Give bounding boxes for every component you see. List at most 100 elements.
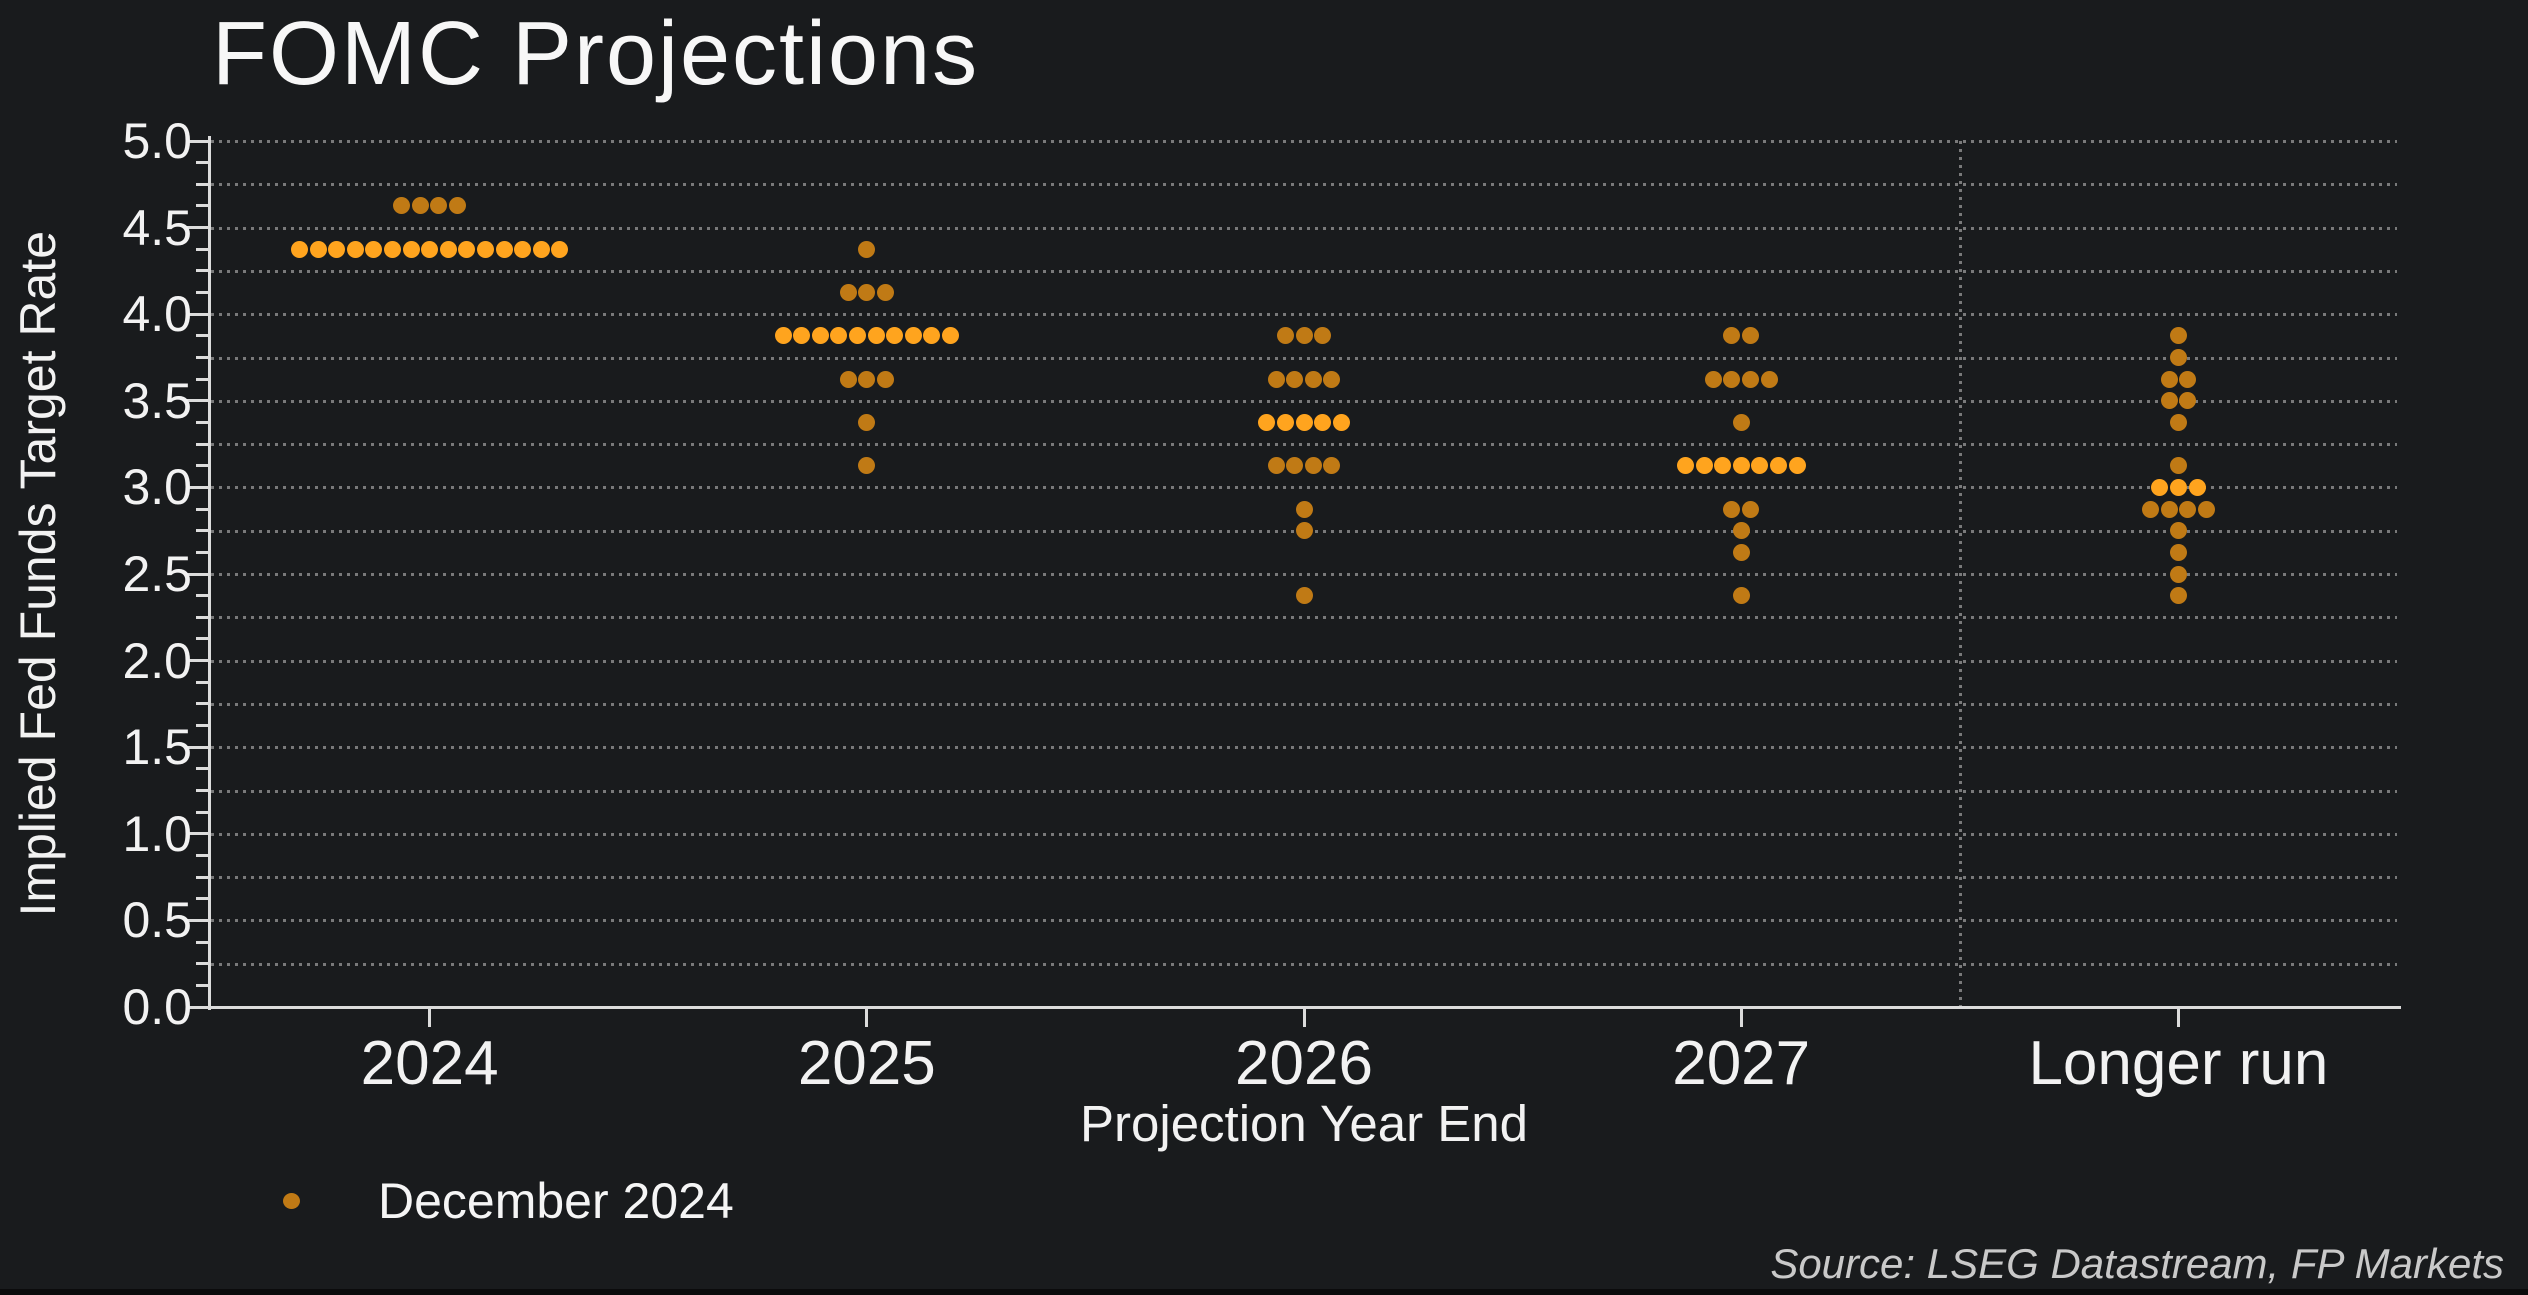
y-tick-major	[186, 139, 208, 143]
y-axis-line	[208, 136, 211, 1010]
projection-dot	[2169, 349, 2187, 366]
projection-dot	[839, 370, 857, 388]
y-tick-label: 2.5	[122, 546, 192, 602]
projection-dot	[1304, 370, 1322, 388]
y-tick-major	[186, 572, 208, 576]
y-tick-major	[186, 659, 208, 663]
y-tick-label: 0.5	[122, 892, 192, 949]
projection-dot	[1732, 457, 1750, 475]
x-tick-label-2026: 2026	[1235, 1029, 1373, 1098]
projection-dot	[1742, 327, 1759, 345]
projection-dot	[2169, 522, 2187, 540]
y-tick-major	[186, 485, 208, 489]
source-note: Source: LSEG Datastream, FP Markets	[1770, 1240, 2504, 1287]
projection-dot	[2169, 543, 2187, 561]
y-tick-major	[186, 1005, 208, 1009]
projection-dot	[346, 240, 364, 258]
projection-dot	[2179, 500, 2197, 518]
projection-dot	[1332, 413, 1350, 431]
gridline-horizontal	[211, 443, 2397, 447]
x-tick-mark	[2176, 1009, 2180, 1027]
y-tick-minor	[196, 897, 208, 901]
projection-dot	[1732, 413, 1750, 431]
projection-dot	[402, 240, 420, 258]
projection-dot	[393, 197, 411, 215]
projection-dot	[858, 457, 876, 475]
y-tick-minor	[196, 875, 208, 879]
projection-dot	[1732, 522, 1750, 540]
projection-dot	[1751, 457, 1769, 475]
projection-dot	[1314, 413, 1332, 431]
projection-dot	[1723, 370, 1741, 388]
projection-dot	[1323, 370, 1341, 388]
projection-dot	[430, 197, 448, 215]
gridline-horizontal	[211, 702, 2397, 706]
x-axis-title: Projection Year End	[1080, 1095, 1528, 1152]
y-tick-minor	[196, 204, 208, 208]
plot-area	[211, 140, 2397, 1007]
projection-dot	[1723, 500, 1741, 518]
y-tick-label: 1.0	[122, 805, 192, 862]
projection-dot	[1760, 370, 1778, 388]
y-tick-major	[186, 226, 208, 230]
projection-dot	[411, 197, 429, 215]
projection-dot	[1769, 457, 1787, 475]
projection-dot	[1704, 370, 1722, 388]
y-tick-minor	[196, 615, 208, 619]
projection-dot	[811, 327, 829, 345]
projection-dot	[1295, 413, 1313, 431]
y-tick-major	[186, 832, 208, 836]
gridline-horizontal	[211, 659, 2397, 663]
projection-dot	[365, 240, 383, 258]
projection-dot	[923, 327, 941, 345]
y-tick-label: 3.0	[122, 459, 192, 516]
projection-dot	[2169, 327, 2187, 345]
y-tick-minor	[196, 464, 208, 468]
projection-dot	[2197, 500, 2215, 518]
bottom-strip	[0, 1289, 2528, 1295]
projection-dot	[1676, 457, 1694, 475]
projection-dot	[1286, 457, 1304, 475]
projection-dot	[1295, 327, 1313, 345]
y-tick-minor	[196, 724, 208, 728]
gridline-horizontal	[211, 399, 2397, 403]
projection-dot	[2169, 457, 2187, 475]
y-tick-minor	[196, 810, 208, 814]
projection-dot	[1267, 457, 1285, 475]
projection-dot	[774, 327, 792, 345]
y-tick-minor	[196, 529, 208, 533]
x-tick-mark	[428, 1009, 432, 1027]
projection-dot	[858, 413, 876, 431]
gridline-horizontal	[211, 573, 2397, 576]
y-tick-minor	[196, 247, 208, 251]
projection-dot	[830, 327, 848, 345]
projection-dot	[1267, 370, 1285, 388]
y-tick-label: 4.5	[122, 199, 192, 256]
projection-dot	[867, 327, 885, 345]
y-tick-major	[186, 745, 208, 749]
y-tick-minor	[196, 356, 208, 359]
projection-dot	[1314, 327, 1332, 345]
x-tick-mark	[865, 1009, 869, 1027]
y-tick-minor	[196, 637, 208, 641]
gridline-horizontal	[211, 919, 2397, 923]
y-tick-label: 0.0	[122, 979, 192, 1035]
x-axis-line	[205, 1006, 2401, 1009]
projection-dot	[1295, 587, 1313, 605]
y-tick-major	[186, 312, 208, 316]
projection-dot	[1295, 500, 1313, 518]
projection-dot	[1788, 457, 1806, 475]
y-tick-label: 1.5	[122, 719, 192, 776]
projection-dot	[495, 240, 513, 258]
x-tick-mark	[1739, 1009, 1743, 1027]
projection-dot	[858, 240, 876, 258]
projection-dot	[1304, 457, 1322, 475]
gridline-horizontal	[211, 616, 2397, 620]
projection-dot	[1295, 522, 1313, 540]
projection-dot	[2169, 413, 2187, 431]
gridline-horizontal	[211, 226, 2397, 230]
y-tick-minor	[196, 853, 208, 857]
y-tick-minor	[196, 269, 208, 273]
projection-dot	[1742, 370, 1759, 388]
y-tick-minor	[196, 983, 208, 987]
